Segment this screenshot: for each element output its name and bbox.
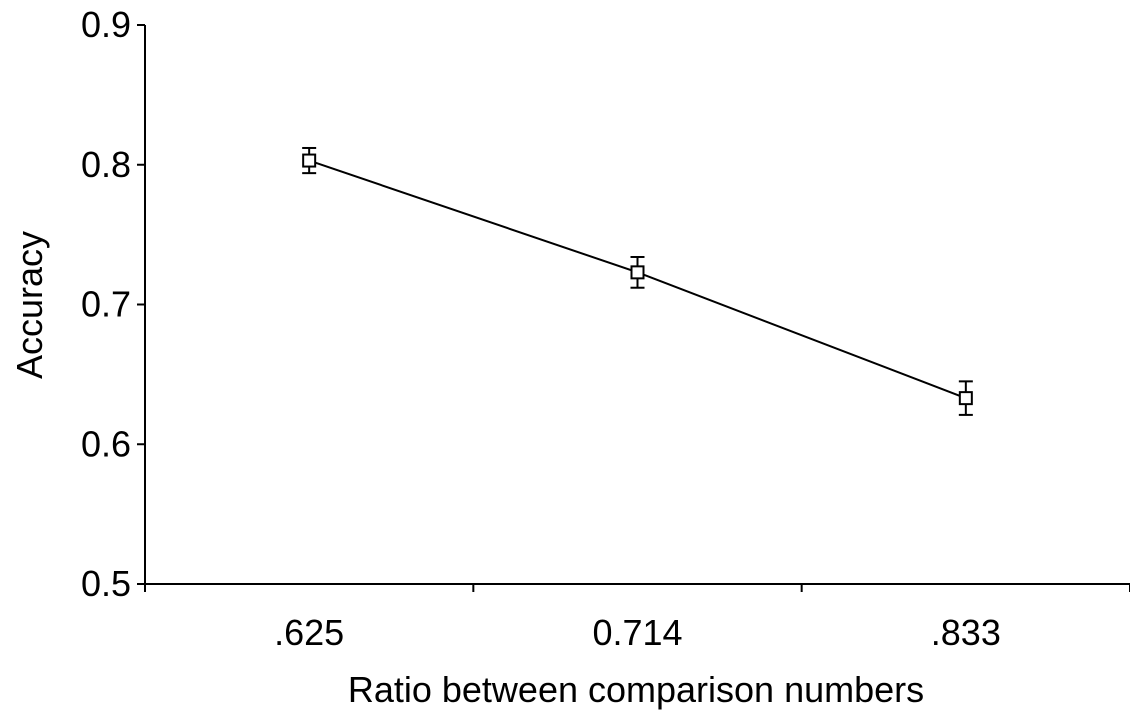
x-tick-label: .833 [931,612,1001,653]
x-tick-label: 0.714 [592,612,682,653]
data-point-marker [958,391,973,406]
y-tick-label: 0.6 [81,423,131,464]
y-ticks: 0.5 0.6 0.7 0.8 0.9 [81,4,145,604]
data-point-marker [630,265,645,280]
y-axis-title: Accuracy [9,231,50,379]
y-tick-label: 0.9 [81,4,131,45]
data-point-marker [302,153,317,168]
x-axis-title: Ratio between comparison numbers [348,669,924,710]
x-ticks: .625 0.714 .833 [144,584,1130,653]
y-tick-label: 0.8 [81,144,131,185]
series [302,146,973,416]
y-tick-label: 0.7 [81,284,131,325]
axes [144,25,1130,585]
x-tick-label: .625 [274,612,344,653]
y-tick-label: 0.5 [81,563,131,604]
